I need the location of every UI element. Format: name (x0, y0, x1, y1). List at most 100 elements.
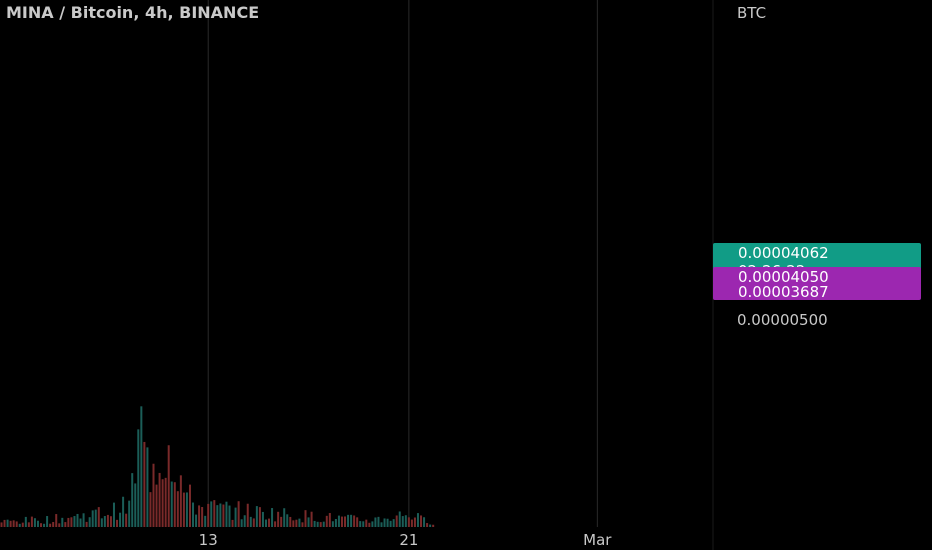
volume-bar (298, 518, 301, 527)
volume-bar (76, 513, 79, 527)
volume-bar (15, 521, 18, 527)
volume-bar (158, 472, 161, 527)
volume-bar (128, 500, 131, 527)
volume-bar (173, 482, 176, 527)
price-tag-text: 0.00004050 (738, 268, 829, 286)
price-tag-text: 0.00004062 (738, 244, 829, 262)
volume-bar (61, 517, 64, 527)
y-tick-label: 0.00000500 (737, 311, 828, 329)
volume-bar (344, 516, 347, 527)
volume-bar (82, 513, 85, 527)
x-tick-label: Mar (583, 531, 612, 549)
volume-bar (353, 515, 356, 527)
volume-bar (103, 516, 106, 527)
volume-bar (52, 521, 55, 527)
volume-bar (359, 521, 362, 527)
volume-bar (94, 509, 97, 527)
volume-bar (58, 523, 61, 527)
volume-bar (0, 522, 3, 527)
volume-bar (40, 523, 43, 527)
y-axis-unit-label: BTC (737, 4, 766, 22)
volume-bar (340, 516, 343, 527)
volume-bar (222, 504, 225, 527)
volume-bar (195, 514, 198, 527)
volume-bar (125, 513, 128, 527)
volume-bar (46, 516, 49, 527)
volume-bar (204, 515, 207, 527)
volume-bar (152, 463, 155, 527)
volume-bar (192, 502, 195, 527)
volume-bar (316, 521, 319, 527)
level-tag-low[interactable]: 0.00003687 (713, 282, 921, 301)
volume-bar (155, 484, 158, 527)
volume-bar (429, 524, 432, 527)
volume-bar (137, 429, 140, 527)
volume-bar (283, 508, 286, 527)
volume-bar (252, 518, 255, 527)
volume-bar (12, 520, 15, 527)
volume-bar (210, 501, 213, 527)
volume-bar (313, 520, 316, 527)
volume-bar (225, 501, 228, 527)
x-tick-label: 13 (199, 531, 218, 549)
volume-bar (301, 522, 304, 527)
volume-bar (234, 507, 237, 527)
volume-bar (216, 505, 219, 527)
volume-bar (91, 510, 94, 527)
volume-bar (432, 524, 435, 527)
volume-bar (106, 514, 109, 527)
price-tag-text: 0.00003687 (738, 283, 829, 301)
volume-bar (198, 505, 201, 527)
volume-bar (182, 492, 185, 527)
volume-bar (280, 516, 283, 527)
volume-bar (237, 501, 240, 527)
volume-bar (231, 519, 234, 527)
volume-bar (49, 523, 52, 527)
volume-bar (112, 502, 115, 527)
volume-bar (9, 520, 12, 527)
volume-bars (0, 406, 435, 527)
volume-bar (179, 475, 182, 527)
volume-bar (292, 520, 295, 527)
volume-bar (64, 522, 67, 527)
volume-bar (319, 522, 322, 527)
volume-bar (255, 506, 258, 527)
time-axis[interactable]: 13 21 Mar (199, 531, 613, 549)
volume-bar (423, 517, 426, 527)
level-tag-mid[interactable]: 0.00004050 (713, 267, 921, 286)
volume-bar (377, 516, 380, 527)
volume-bar (219, 503, 222, 527)
price-axis[interactable]: BTC 0.000070000.000065000.000060000.0000… (713, 0, 921, 329)
volume-bar (246, 503, 249, 527)
volume-bar (207, 503, 210, 527)
volume-bar (322, 521, 325, 527)
volume-bar (295, 519, 298, 527)
volume-bar (347, 514, 350, 527)
volume-bar (79, 518, 82, 527)
volume-bar (395, 515, 398, 527)
volume-bar (264, 519, 267, 527)
volume-bar (261, 511, 264, 527)
volume-bar (73, 516, 76, 527)
volume-bar (240, 519, 243, 527)
volume-bar (116, 519, 119, 527)
volume-bar (85, 521, 88, 527)
chart-title: MINA / Bitcoin, 4h, BINANCE (6, 3, 260, 22)
volume-bar (131, 473, 134, 527)
volume-bar (164, 477, 167, 527)
volume-bar (337, 515, 340, 527)
volume-bar (258, 507, 261, 527)
volume-bar (119, 512, 122, 527)
volume-bar (149, 492, 152, 527)
volume-bar (368, 522, 371, 527)
volume-bar (286, 514, 289, 527)
volume-bar (401, 516, 404, 527)
volume-bar (277, 511, 280, 527)
volume-bar (24, 516, 27, 527)
x-tick-label: 21 (399, 531, 418, 549)
volume-bar (243, 515, 246, 527)
volume-bar (398, 511, 401, 527)
volume-bar (134, 483, 137, 527)
volume-bar (188, 484, 191, 527)
